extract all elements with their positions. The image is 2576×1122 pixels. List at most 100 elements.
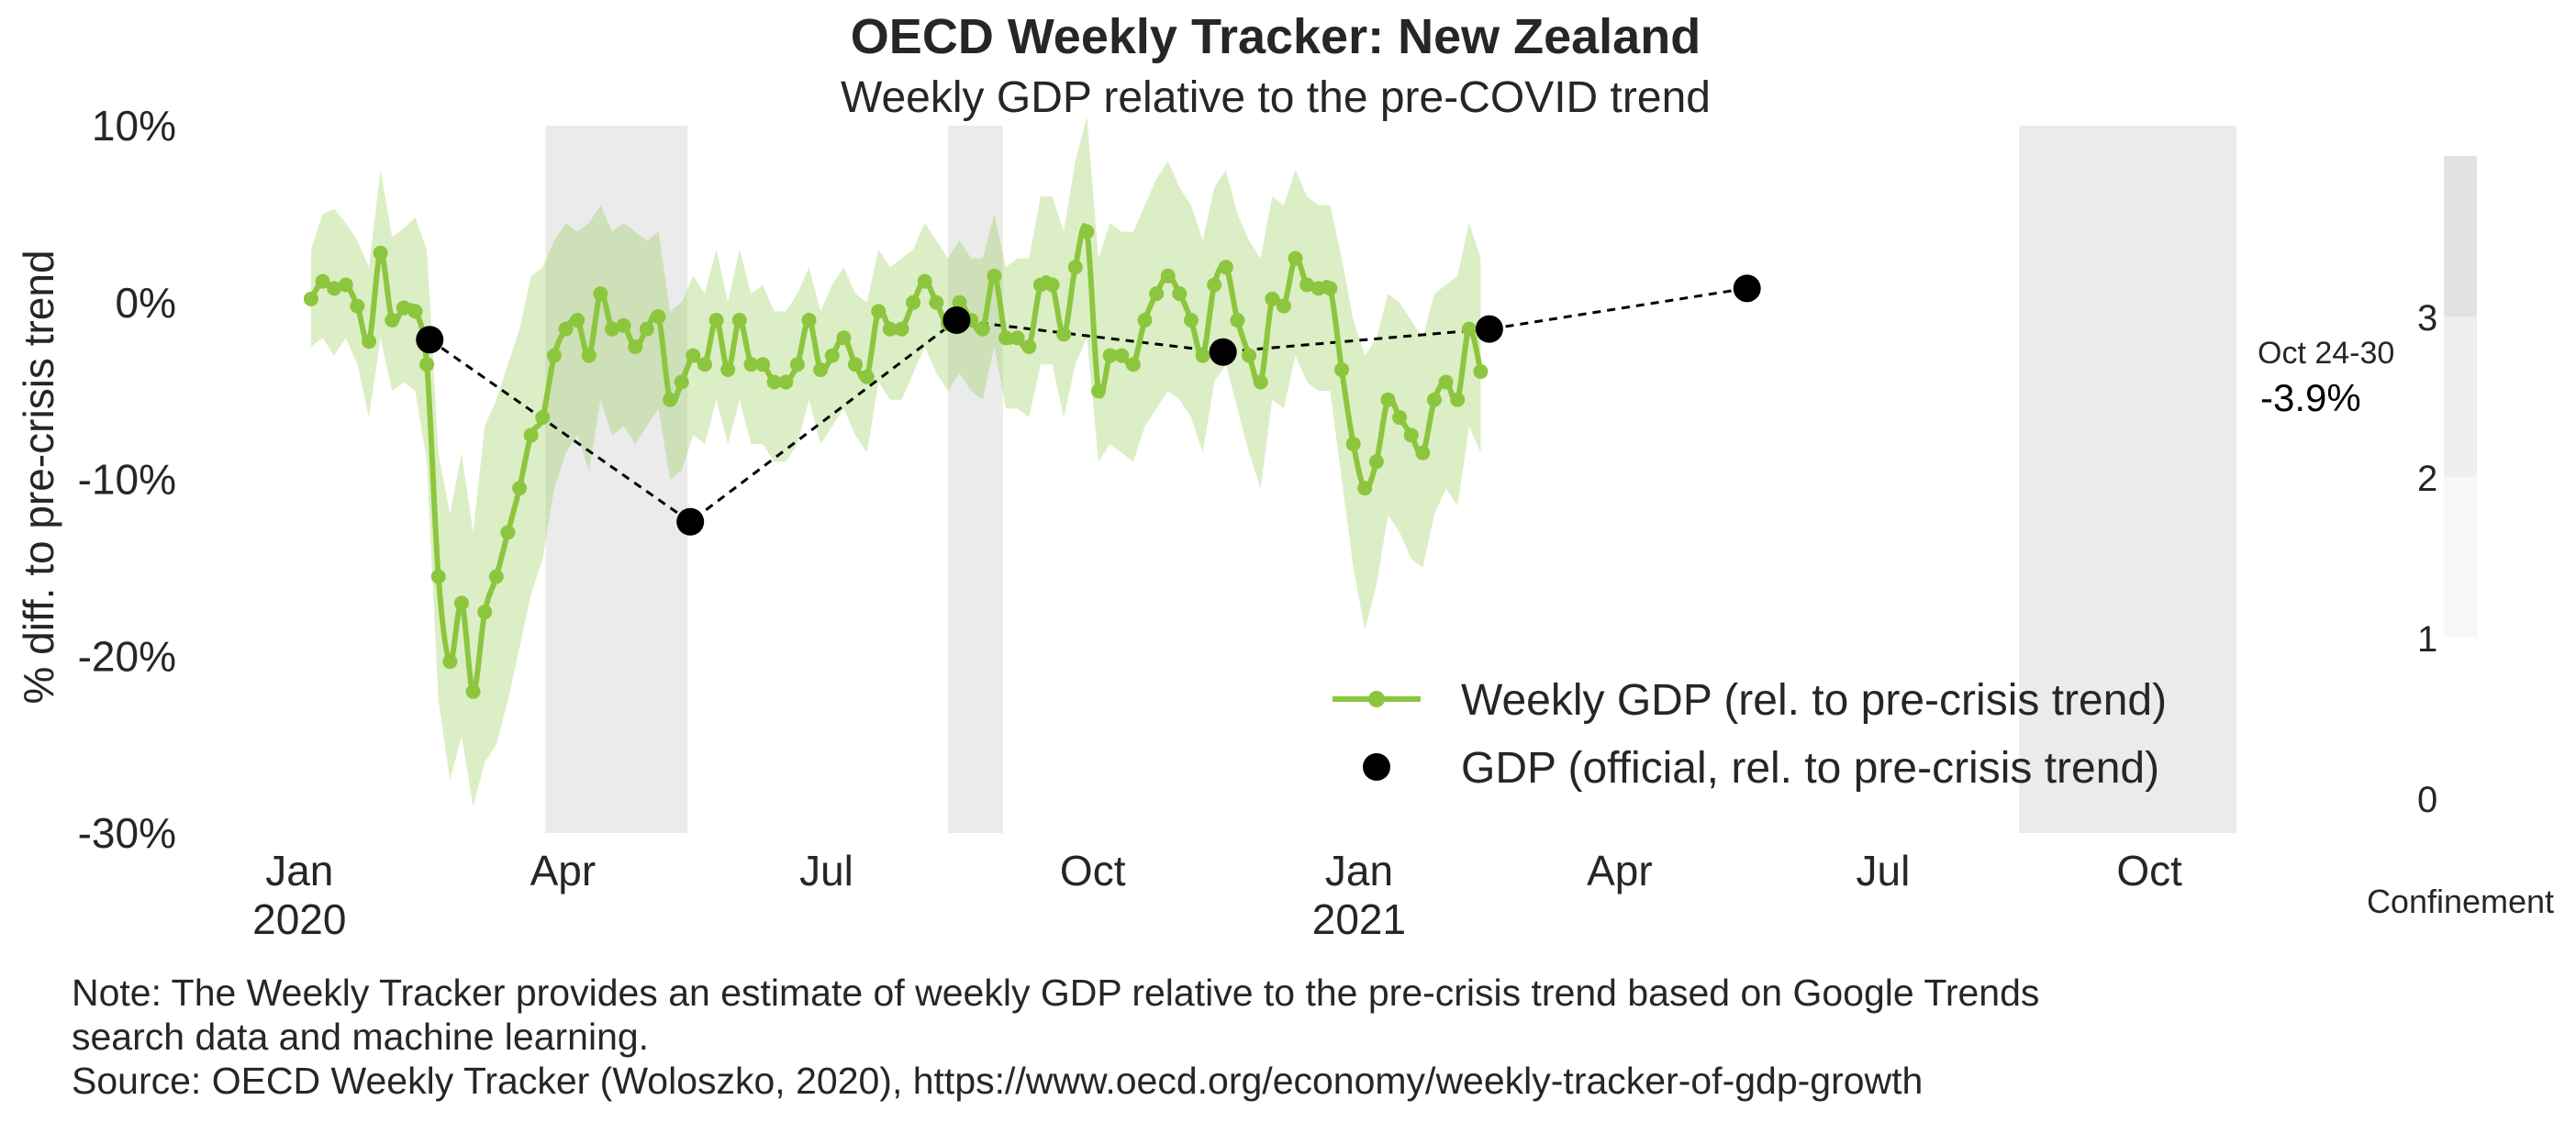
weekly-point-34: [697, 357, 712, 372]
y-tick-label: 10%: [92, 102, 176, 150]
x-tick-label: Oct: [1060, 847, 1126, 894]
weekly-point-29: [639, 321, 654, 337]
weekly-point-83: [1265, 291, 1280, 306]
weekly-point-67: [1079, 224, 1095, 239]
confinement-colorbar: [2444, 156, 2477, 638]
weekly-point-25: [593, 286, 608, 302]
weekly-point-91: [1357, 481, 1373, 496]
weekly-point-80: [1230, 313, 1245, 328]
legend-official-label: GDP (official, rel. to pre-crisis trend): [1461, 744, 2159, 793]
weekly-point-24: [581, 348, 597, 363]
weekly-point-37: [731, 313, 747, 328]
weekly-point-18: [512, 481, 528, 496]
colorbar-tick-1: 1: [2417, 619, 2437, 660]
y-axis-ticks: 10% 0% -10% -20% -30%: [78, 102, 176, 857]
note-line-1: Note: The Weekly Tracker provides an est…: [72, 972, 2040, 1014]
x-tick-label: Jan: [1325, 847, 1393, 894]
weekly-point-59: [987, 268, 1002, 283]
x-tick-label: Apr: [1587, 847, 1653, 894]
x-tick-label: Jul: [1857, 847, 1911, 894]
weekly-point-78: [1207, 277, 1222, 293]
weekly-point-94: [1392, 410, 1408, 426]
weekly-point-17: [500, 525, 516, 540]
weekly-point-99: [1450, 392, 1466, 407]
weekly-point-74: [1160, 268, 1176, 283]
official-point-2: [942, 306, 971, 335]
weekly-point-54: [929, 294, 944, 310]
legend: Weekly GDP (rel. to pre-crisis trend) GD…: [1333, 676, 2167, 793]
official-point-3: [1209, 338, 1237, 366]
weekly-point-36: [720, 361, 736, 377]
weekly-point-21: [546, 348, 562, 363]
weekly-gdp-points: [303, 224, 1489, 699]
x-tick-year-label: 2020: [252, 895, 346, 943]
weekly-point-0: [303, 291, 318, 306]
weekly-point-66: [1067, 260, 1083, 275]
weekly-point-11: [430, 569, 446, 584]
weekly-point-81: [1242, 348, 1257, 363]
weekly-point-41: [778, 374, 794, 390]
weekly-point-19: [523, 428, 539, 443]
weekly-point-31: [663, 392, 678, 407]
weekly-point-44: [813, 361, 829, 377]
chart-subtitle: Weekly GDP relative to the pre-COVID tre…: [841, 73, 1711, 122]
x-tick-label: Apr: [530, 847, 597, 894]
weekly-point-93: [1380, 392, 1396, 407]
weekly-point-10: [419, 357, 435, 372]
colorbar-label: Confinement: [2367, 883, 2554, 920]
y-axis-label: % diff. to pre-crisis trend: [15, 250, 62, 704]
weekly-point-7: [385, 313, 400, 328]
y-tick-label: 0%: [116, 279, 176, 327]
weekly-point-3: [338, 277, 353, 293]
weekly-point-33: [686, 348, 701, 363]
weekly-point-62: [1021, 339, 1037, 354]
x-tick-label: Oct: [2116, 847, 2182, 894]
official-gdp-connector: [429, 286, 1747, 524]
weekly-point-49: [871, 304, 887, 319]
weekly-point-65: [1056, 327, 1072, 342]
colorbar-band-1: [2444, 477, 2477, 638]
official-point-1: [676, 507, 705, 536]
confidence-band: [310, 117, 1481, 807]
x-tick-label: Jul: [799, 847, 853, 894]
weekly-point-32: [674, 374, 689, 390]
weekly-point-64: [1044, 277, 1060, 293]
legend-weekly-marker-swatch: [1368, 691, 1385, 707]
weekly-point-51: [894, 321, 909, 337]
weekly-point-47: [848, 357, 864, 372]
y-tick-label: -20%: [78, 632, 176, 680]
colorbar-tick-3: 3: [2417, 298, 2437, 339]
weekly-point-39: [755, 357, 771, 372]
weekly-point-63: [1032, 277, 1048, 293]
weekly-point-60: [998, 330, 1014, 346]
weekly-point-98: [1438, 374, 1454, 390]
weekly-point-16: [488, 569, 504, 584]
colorbar-tick-2: 2: [2417, 459, 2437, 499]
official-gdp-points: [416, 274, 1761, 536]
weekly-point-13: [453, 595, 469, 611]
weekly-point-69: [1102, 348, 1118, 363]
weekly-point-48: [859, 369, 875, 384]
weekly-point-89: [1334, 361, 1350, 377]
official-point-5: [1733, 274, 1761, 303]
weekly-point-96: [1415, 445, 1431, 461]
weekly-point-20: [535, 410, 551, 426]
weekly-point-52: [906, 294, 921, 310]
weekly-point-38: [743, 357, 759, 372]
weekly-point-100: [1461, 321, 1477, 337]
y-tick-label: -10%: [78, 456, 176, 504]
weekly-point-68: [1091, 383, 1107, 399]
weekly-point-53: [917, 273, 932, 289]
weekly-point-71: [1125, 357, 1141, 372]
legend-weekly-label: Weekly GDP (rel. to pre-crisis trend): [1461, 676, 2167, 725]
weekly-point-75: [1172, 286, 1188, 302]
x-tick-label: Jan: [265, 847, 333, 894]
weekly-point-87: [1310, 281, 1326, 296]
weekly-point-82: [1253, 374, 1268, 390]
weekly-point-43: [801, 313, 817, 328]
weekly-point-77: [1195, 348, 1210, 363]
weekly-point-61: [1009, 330, 1025, 346]
colorbar-band-3: [2444, 156, 2477, 317]
weekly-point-9: [407, 304, 423, 319]
